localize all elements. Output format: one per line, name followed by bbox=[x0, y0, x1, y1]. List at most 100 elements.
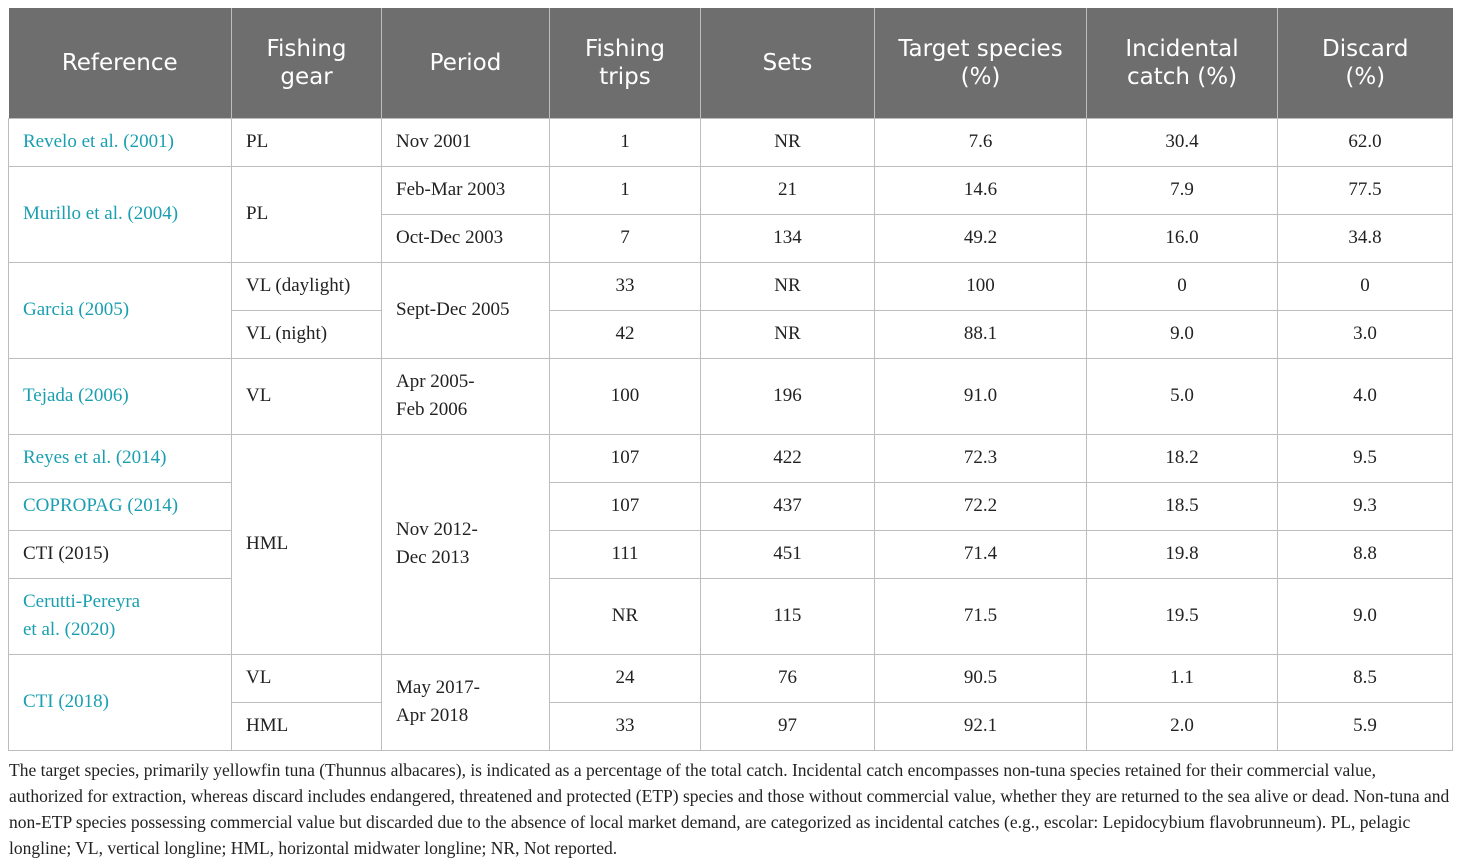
header-fishing-trips: Fishing trips bbox=[549, 8, 701, 118]
incidental-cell: 9.0 bbox=[1086, 309, 1278, 359]
table-row: CTI (2018) VL May 2017- Apr 2018 24 76 9… bbox=[8, 653, 1453, 751]
sets-cell: 196 bbox=[700, 357, 875, 435]
reference-cell: CTI (2015) bbox=[8, 529, 232, 579]
reference-link[interactable]: Garcia (2005) bbox=[8, 261, 232, 359]
sets-cell: NR bbox=[700, 309, 875, 359]
target-cell: 90.5 bbox=[874, 653, 1087, 703]
reference-link[interactable]: Revelo et al. (2001) bbox=[8, 117, 232, 167]
table-row: HML 33 97 92.1 2.0 5.9 bbox=[9, 701, 1453, 751]
sets-cell: NR bbox=[700, 261, 875, 311]
target-cell: 88.1 bbox=[874, 309, 1087, 359]
incidental-cell: 16.0 bbox=[1086, 213, 1278, 263]
table-row: Cerutti-Pereyra et al. (2020) NR 115 71.… bbox=[8, 577, 1453, 655]
gear-cell: PL bbox=[231, 165, 382, 263]
trips-cell: 7 bbox=[549, 213, 701, 263]
gear-cell: PL bbox=[231, 117, 382, 167]
reference-link[interactable]: Tejada (2006) bbox=[8, 357, 232, 435]
header-period: Period bbox=[381, 8, 550, 118]
sets-cell: 437 bbox=[700, 481, 875, 531]
target-cell: 72.3 bbox=[874, 433, 1087, 483]
table-footnote: The target species, primarily yellowfin … bbox=[9, 759, 1450, 858]
trips-cell: 33 bbox=[549, 701, 701, 751]
target-cell: 100 bbox=[874, 261, 1087, 311]
trips-cell: 1 bbox=[549, 165, 701, 215]
table-row: Tejada (2006) VL Apr 2005- Feb 2006 100 … bbox=[8, 357, 1453, 435]
discard-cell: 5.9 bbox=[1277, 701, 1453, 751]
incidental-cell: 7.9 bbox=[1086, 165, 1278, 215]
period-cell: Sept-Dec 2005 bbox=[381, 261, 550, 359]
reference-link[interactable]: Cerutti-Pereyra et al. (2020) bbox=[8, 577, 232, 655]
period-cell: Oct-Dec 2003 bbox=[381, 213, 550, 263]
table-container: Reference Fishing gear Period Fishing tr… bbox=[8, 8, 1453, 861]
sets-cell: 21 bbox=[700, 165, 875, 215]
trips-cell: 107 bbox=[549, 433, 701, 483]
sets-cell: 134 bbox=[700, 213, 875, 263]
incidental-cell: 0 bbox=[1086, 261, 1278, 311]
period-cell: Nov 2012- Dec 2013 bbox=[381, 433, 550, 655]
table-row: Garcia (2005) VL (daylight) Sept-Dec 200… bbox=[8, 261, 1453, 359]
table-row: Oct-Dec 2003 7 134 49.2 16.0 34.8 bbox=[9, 213, 1453, 263]
trips-cell: 100 bbox=[549, 357, 701, 435]
target-cell: 71.5 bbox=[874, 577, 1087, 655]
discard-cell: 8.8 bbox=[1277, 529, 1453, 579]
header-reference: Reference bbox=[8, 8, 232, 118]
trips-cell: 42 bbox=[549, 309, 701, 359]
table-row: Murillo et al. (2004) PL Feb-Mar 2003 1 … bbox=[8, 165, 1453, 263]
period-cell: Nov 2001 bbox=[381, 117, 550, 167]
table-row: Reyes et al. (2014) HML Nov 2012- Dec 20… bbox=[8, 433, 1453, 655]
sets-cell: 422 bbox=[700, 433, 875, 483]
period-cell: May 2017- Apr 2018 bbox=[381, 653, 550, 751]
incidental-cell: 2.0 bbox=[1086, 701, 1278, 751]
incidental-cell: 1.1 bbox=[1086, 653, 1278, 703]
sets-cell: 451 bbox=[700, 529, 875, 579]
header-row: Reference Fishing gear Period Fishing tr… bbox=[8, 8, 1453, 118]
header-discard: Discard (%) bbox=[1277, 8, 1453, 118]
trips-cell: NR bbox=[549, 577, 701, 655]
incidental-cell: 18.5 bbox=[1086, 481, 1278, 531]
gear-cell: VL bbox=[231, 653, 382, 703]
incidental-cell: 18.2 bbox=[1086, 433, 1278, 483]
discard-cell: 77.5 bbox=[1277, 165, 1453, 215]
reference-link[interactable]: Murillo et al. (2004) bbox=[8, 165, 232, 263]
gear-cell: VL bbox=[231, 357, 382, 435]
table-row: CTI (2015) 111 451 71.4 19.8 8.8 bbox=[8, 529, 1453, 579]
reference-link[interactable]: CTI (2018) bbox=[8, 653, 232, 751]
header-fishing-gear: Fishing gear bbox=[231, 8, 382, 118]
discard-cell: 62.0 bbox=[1277, 117, 1453, 167]
reference-link[interactable]: Reyes et al. (2014) bbox=[8, 433, 232, 483]
incidental-cell: 30.4 bbox=[1086, 117, 1278, 167]
trips-cell: 111 bbox=[549, 529, 701, 579]
discard-cell: 9.3 bbox=[1277, 481, 1453, 531]
incidental-cell: 19.8 bbox=[1086, 529, 1278, 579]
discard-cell: 0 bbox=[1277, 261, 1453, 311]
target-cell: 71.4 bbox=[874, 529, 1087, 579]
sets-cell: 76 bbox=[700, 653, 875, 703]
discard-cell: 34.8 bbox=[1277, 213, 1453, 263]
gear-cell: VL (night) bbox=[231, 309, 382, 359]
trips-cell: 24 bbox=[549, 653, 701, 703]
target-cell: 92.1 bbox=[874, 701, 1087, 751]
target-cell: 7.6 bbox=[874, 117, 1087, 167]
incidental-cell: 5.0 bbox=[1086, 357, 1278, 435]
sets-cell: 115 bbox=[700, 577, 875, 655]
discard-cell: 3.0 bbox=[1277, 309, 1453, 359]
catch-composition-table: Reference Fishing gear Period Fishing tr… bbox=[8, 8, 1453, 751]
discard-cell: 4.0 bbox=[1277, 357, 1453, 435]
period-cell: Feb-Mar 2003 bbox=[381, 165, 550, 215]
target-cell: 49.2 bbox=[874, 213, 1087, 263]
incidental-cell: 19.5 bbox=[1086, 577, 1278, 655]
discard-cell: 9.5 bbox=[1277, 433, 1453, 483]
target-cell: 14.6 bbox=[874, 165, 1087, 215]
discard-cell: 9.0 bbox=[1277, 577, 1453, 655]
table-row: Revelo et al. (2001) PL Nov 2001 1 NR 7.… bbox=[8, 117, 1453, 167]
sets-cell: 97 bbox=[700, 701, 875, 751]
header-target-species: Target species (%) bbox=[874, 8, 1087, 118]
reference-link[interactable]: COPROPAG (2014) bbox=[8, 481, 232, 531]
table-row: COPROPAG (2014) 107 437 72.2 18.5 9.3 bbox=[8, 481, 1453, 531]
period-cell: Apr 2005- Feb 2006 bbox=[381, 357, 550, 435]
target-cell: 91.0 bbox=[874, 357, 1087, 435]
trips-cell: 1 bbox=[549, 117, 701, 167]
target-cell: 72.2 bbox=[874, 481, 1087, 531]
sets-cell: NR bbox=[700, 117, 875, 167]
gear-cell: HML bbox=[231, 433, 382, 655]
